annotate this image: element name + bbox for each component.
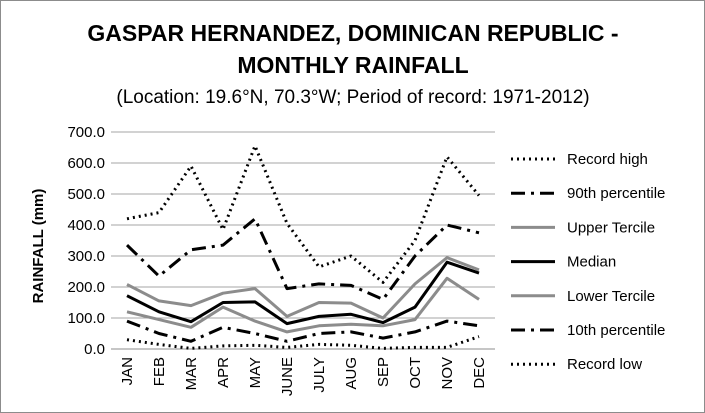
gridlines xyxy=(111,131,495,319)
legend-label: Record low xyxy=(567,356,642,373)
series-line-90th-percentile xyxy=(125,217,480,301)
chart-subtitle: (Location: 19.6°N, 70.3°W; Period of rec… xyxy=(116,87,589,108)
y-tick-label: 400.0 xyxy=(67,217,105,234)
x-tick-label: FEB xyxy=(151,357,168,386)
x-tick-label: JULY xyxy=(311,357,328,393)
series-line-median xyxy=(126,260,480,326)
x-tick-label: DEC xyxy=(471,357,488,389)
legend-label: Lower Tercile xyxy=(567,288,655,305)
x-tick-label: MAR xyxy=(183,357,200,391)
series-line-upper-tercile xyxy=(126,256,480,320)
x-tick-label: APR xyxy=(215,357,232,388)
y-tick-label: 300.0 xyxy=(67,248,105,265)
axes: 0.0 100.0 200.0 300.0 400.0 500.0 600.0 700.0 JA… xyxy=(67,124,495,396)
x-tick-label: NOV xyxy=(439,357,456,390)
legend-label: 10th percentile xyxy=(567,322,665,339)
chart-title-line-1: GASPAR HERNANDEZ, DOMINICAN REPUBLIC - xyxy=(87,20,618,46)
series-line-record-high xyxy=(126,144,481,284)
x-tick-label: MAY xyxy=(247,357,264,388)
x-tick-label: JAN xyxy=(119,357,136,385)
series-lines xyxy=(125,144,481,350)
y-tick-label: 700.0 xyxy=(67,124,105,141)
x-tick-label: SEP xyxy=(375,357,392,387)
legend-label: Upper Tercile xyxy=(567,219,655,236)
legend-label: 90th percentile xyxy=(567,185,665,202)
legend-label: Record high xyxy=(567,151,648,168)
x-tick-label: JUNE xyxy=(279,357,296,396)
y-tick-label: 200.0 xyxy=(67,279,105,296)
y-tick-label: 0.0 xyxy=(84,341,105,358)
y-tick-label: 500.0 xyxy=(67,186,105,203)
y-axis-label: RAINFALL (mm) xyxy=(30,189,47,304)
series-line-lower-tercile xyxy=(126,276,480,334)
legend: Record high 90th percentile Upper Tercile M… xyxy=(511,151,665,373)
y-tick-label: 600.0 xyxy=(67,155,105,172)
x-tick-label: AUG xyxy=(343,357,360,390)
series-line-record-low xyxy=(126,335,480,350)
series-line-10th-percentile xyxy=(126,319,480,343)
chart-title-line-2: MONTHLY RAINFALL xyxy=(237,52,468,78)
legend-label: Median xyxy=(567,254,616,271)
x-tick-label: OCT xyxy=(407,357,424,389)
y-tick-label: 100.0 xyxy=(67,310,105,327)
